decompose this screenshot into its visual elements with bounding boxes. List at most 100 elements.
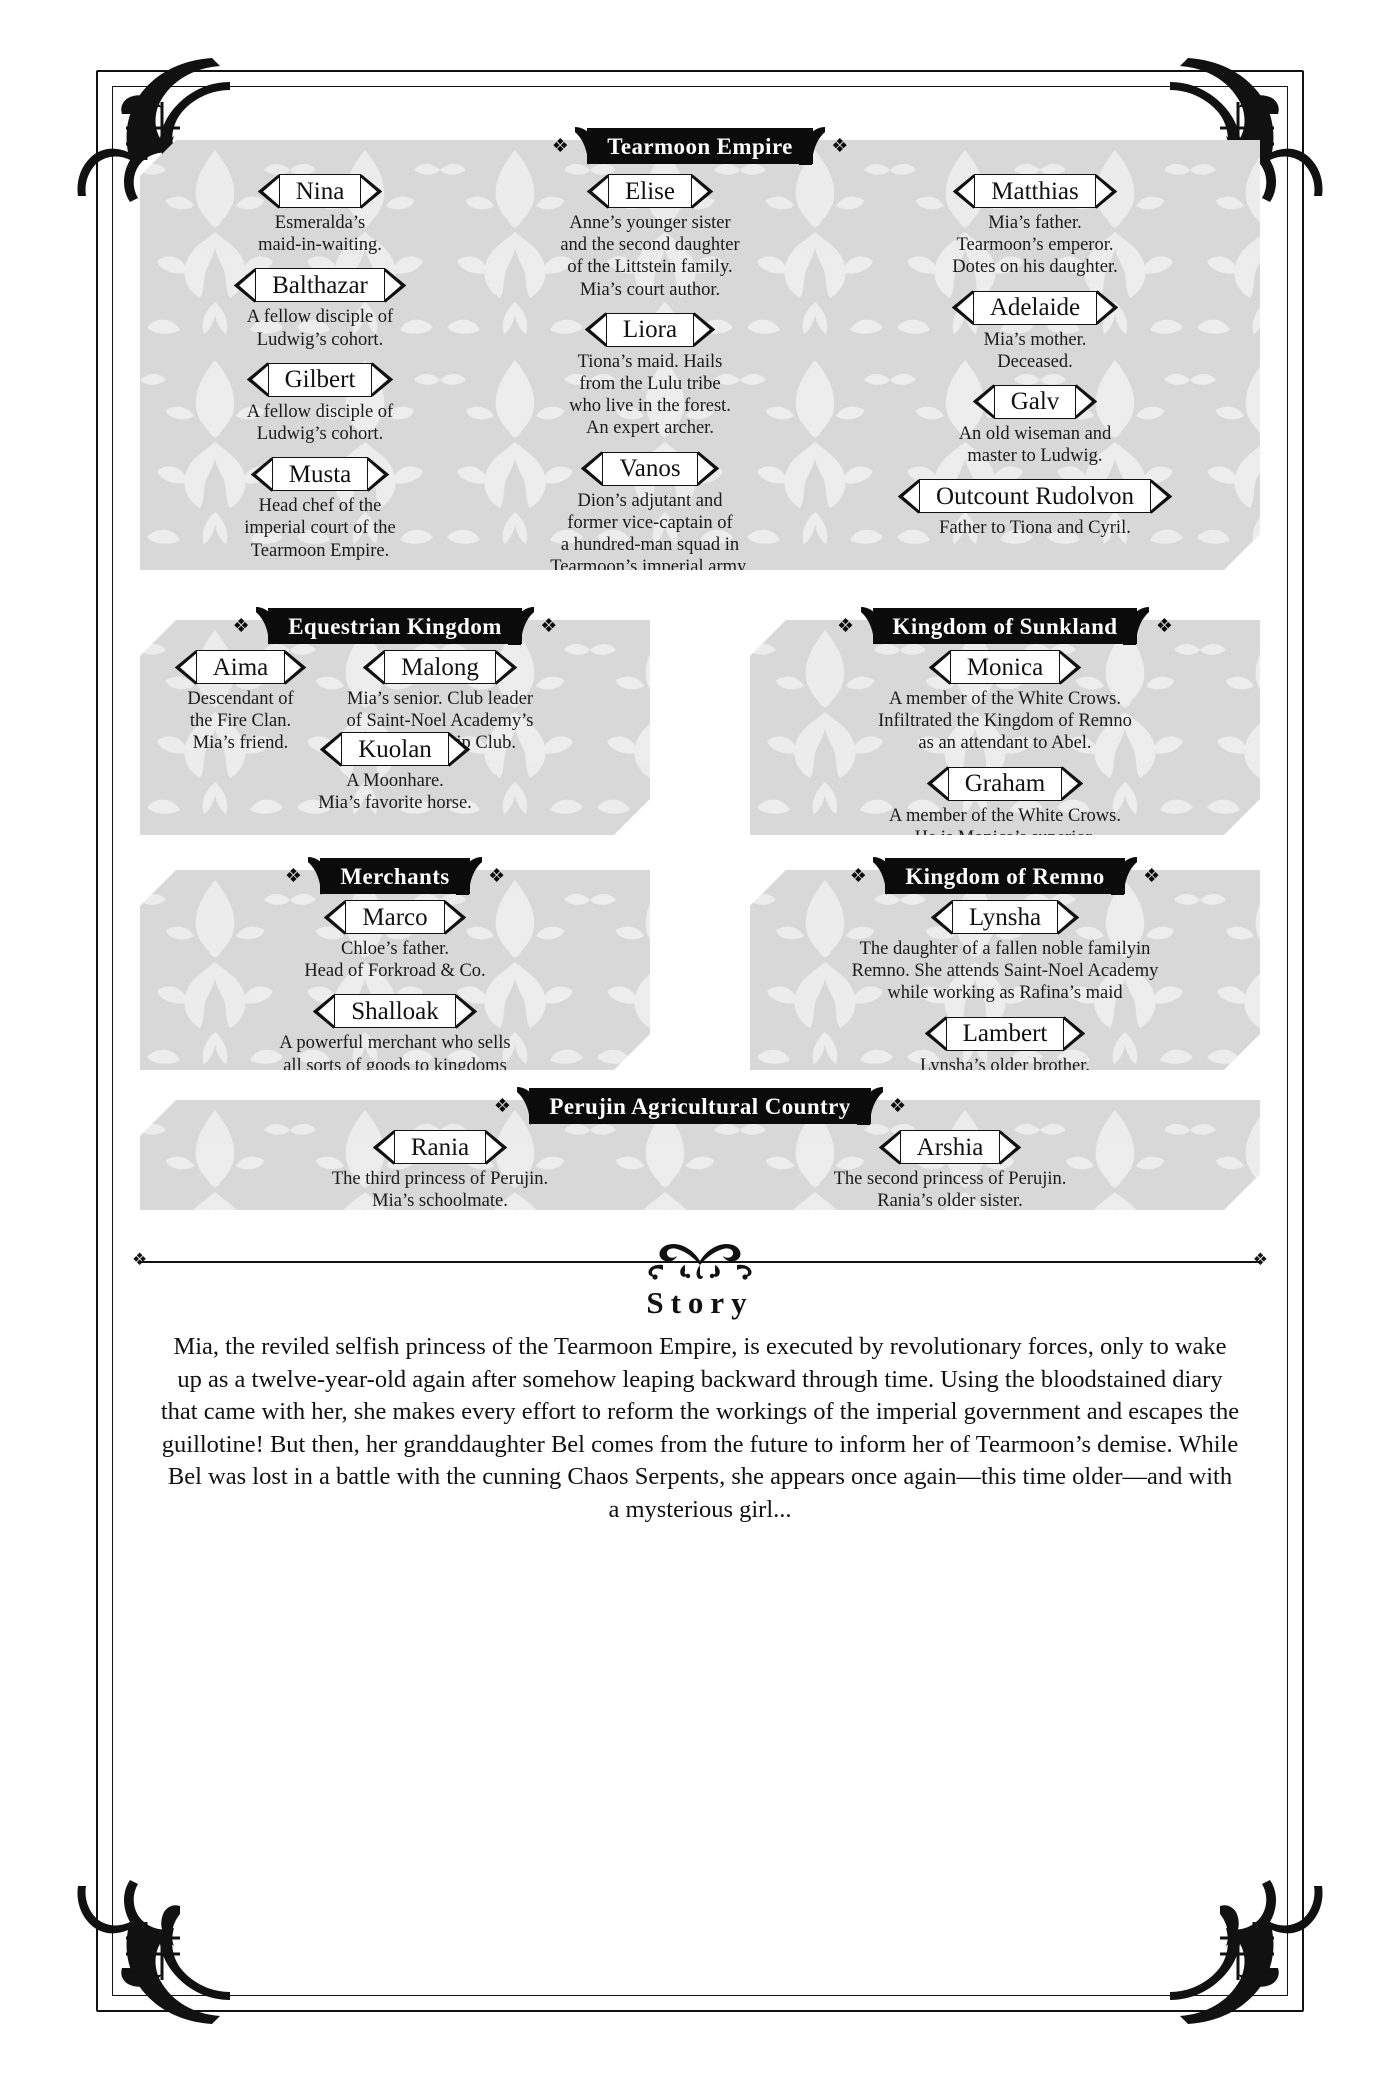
name-plate-wrapper: Shalloak: [180, 994, 610, 1028]
character-entry: Matthias Mia’s father. Tearmoon’s emperor…: [840, 174, 1230, 279]
story-section: ❖ ❖ Story Mia, the reviled selfish princess…: [132, 1235, 1268, 1526]
name-plate-wing-left: [175, 650, 197, 685]
name-plate-wing-left: [313, 994, 335, 1029]
character-name: Outcount Rudolvon: [936, 482, 1134, 510]
name-plate: Aima: [196, 650, 286, 684]
character-name: Balthazar: [272, 271, 368, 299]
character-description: Chloe’s father. Head of Forkroad & Co.: [304, 939, 486, 982]
section-column: Arshia The second princess of Perujin. Ra…: [720, 1130, 1180, 1210]
character-name: Vanos: [619, 455, 681, 482]
character-name: Monica: [966, 653, 1044, 681]
section-column: Rania The third princess of Perujin. Mia’…: [220, 1130, 660, 1210]
name-plate-wrapper: Marco: [180, 900, 610, 934]
name-plate-wing-right: [448, 732, 470, 767]
name-plate-wrapper: Rania: [220, 1130, 660, 1164]
name-plate-wing-left: [929, 650, 951, 685]
name-plate-wing-right: [999, 1130, 1021, 1165]
name-plate-wing-right: [1061, 766, 1083, 801]
character-description: A Moonhare. Mia’s favorite horse.: [318, 771, 472, 814]
name-plate: Marco: [345, 900, 444, 934]
corner-flourish-ornament-bottom-left: [62, 1872, 232, 2042]
character-description: Mia’s father. Tearmoon’s emperor. Dotes …: [952, 213, 1118, 278]
name-plate-wing-left: [587, 174, 609, 209]
name-plate-wrapper: Aima: [148, 650, 333, 684]
name-plate-wrapper: Malong: [340, 650, 540, 684]
name-plate-wing-left: [931, 900, 953, 935]
character-description: A member of the White Crows. Infiltrated…: [878, 689, 1132, 754]
name-plate-wing-right: [495, 650, 517, 685]
character-name: Arshia: [916, 1133, 984, 1161]
character-description: Father to Tiona and Cyril.: [939, 518, 1131, 539]
name-plate-wrapper: Kuolan: [180, 732, 610, 766]
name-plate: Elise: [608, 174, 692, 208]
character-description: Mia’s mother. Deceased.: [983, 329, 1087, 372]
character-entry: Adelaide Mia’s mother. Deceased.: [840, 291, 1230, 373]
character-name: Rania: [410, 1133, 470, 1161]
name-plate-wing-right: [485, 1130, 507, 1165]
name-plate-wing-left: [324, 900, 346, 935]
character-entry: Gilbert A fellow disciple of Ludwig’s coh…: [170, 363, 470, 445]
section-column-full: Marco Chloe’s father. Head of Forkroad & …: [180, 900, 610, 1070]
name-plate: Galv: [994, 385, 1077, 419]
story-title: Story: [646, 1285, 754, 1320]
character-description: Anne’s younger sister and the second dau…: [560, 213, 740, 300]
name-plate: Nina: [279, 174, 362, 208]
name-plate-wing-left: [251, 457, 273, 492]
section-column-full: Kuolan A Moonhare. Mia’s favorite horse.: [180, 732, 610, 826]
section-card-equestrian-kingdom: Aima Descendant of the Fire Clan. Mia’s f…: [140, 620, 650, 835]
character-description: Esmeralda’s maid-in-waiting.: [258, 213, 382, 256]
name-plate-wing-right: [1096, 290, 1118, 325]
name-plate-wing-left: [973, 384, 995, 419]
name-plate-wing-left: [320, 732, 342, 767]
sections-container: Nina Esmeralda’s maid-in-waiting. Balthaza…: [132, 110, 1268, 1980]
character-entry: Lynsha The daughter of a fallen noble fam…: [790, 900, 1220, 1005]
story-divider: ❖ ❖: [132, 1235, 1268, 1289]
name-plate: Musta: [272, 457, 369, 491]
section-column-full: Monica A member of the White Crows. Infil…: [790, 650, 1220, 835]
name-plate: Adelaide: [973, 291, 1097, 325]
character-entry: Balthazar A fellow disciple of Ludwig’s c…: [170, 268, 470, 350]
character-entry: Shalloak A powerful merchant who sells al…: [180, 994, 610, 1070]
name-plate-wing-right: [1063, 1016, 1085, 1051]
section-card-body: Aima Descendant of the Fire Clan. Mia’s f…: [140, 620, 650, 835]
name-plate-wing-right: [1057, 900, 1079, 935]
character-name: Galv: [1010, 388, 1060, 416]
character-description: A fellow disciple of Ludwig’s cohort.: [246, 307, 394, 350]
name-plate-wrapper: Nina: [170, 174, 470, 208]
name-plate-wrapper: Vanos: [490, 452, 810, 486]
name-plate: Balthazar: [255, 268, 385, 302]
character-description: A fellow disciple of Ludwig’s cohort.: [246, 401, 394, 444]
character-entry: Arshia The second princess of Perujin. Ra…: [720, 1130, 1180, 1210]
section-card-kingdom-of-remno: Lynsha The daughter of a fallen noble fam…: [750, 870, 1260, 1070]
character-name: Graham: [964, 770, 1046, 798]
name-plate-wing-right: [1075, 384, 1097, 419]
character-entry: Lambert Lynsha’s older brother.: [790, 1017, 1220, 1070]
section-column-full: Lynsha The daughter of a fallen noble fam…: [790, 900, 1220, 1070]
name-plate-wing-right: [1150, 479, 1172, 514]
name-plate: Arshia: [900, 1130, 1001, 1164]
name-plate-wing-right: [444, 900, 466, 935]
character-name: Aima: [212, 653, 269, 681]
name-plate-wrapper: Monica: [790, 650, 1220, 684]
character-entry: Marco Chloe’s father. Head of Forkroad & …: [180, 900, 610, 982]
name-plate-wing-right: [693, 312, 715, 347]
character-description: The daughter of a fallen noble familyin …: [851, 939, 1159, 1004]
character-name: Marco: [362, 903, 428, 931]
section-card-body: Marco Chloe’s father. Head of Forkroad & …: [140, 870, 650, 1070]
character-name: Nina: [295, 177, 345, 205]
character-name: Adelaide: [989, 294, 1081, 322]
name-plate-wing-left: [363, 650, 385, 685]
name-plate: Lambert: [946, 1017, 1065, 1051]
character-entry: Rania The third princess of Perujin. Mia’…: [220, 1130, 660, 1210]
character-name: Musta: [288, 460, 352, 488]
section-card-merchants: Marco Chloe’s father. Head of Forkroad & …: [140, 870, 650, 1070]
name-plate: Malong: [384, 650, 496, 684]
name-plate-wing-left: [373, 1130, 395, 1165]
character-name: Lynsha: [968, 903, 1042, 931]
character-description: A powerful merchant who sells all sorts …: [279, 1033, 511, 1070]
name-plate: Monica: [950, 650, 1060, 684]
character-description: Tiona’s maid. Hails from the Lulu tribe …: [569, 351, 731, 439]
character-name: Matthias: [991, 177, 1079, 205]
name-plate-wing-left: [925, 1016, 947, 1051]
divider-fleuron-left: ❖: [132, 1250, 148, 1269]
